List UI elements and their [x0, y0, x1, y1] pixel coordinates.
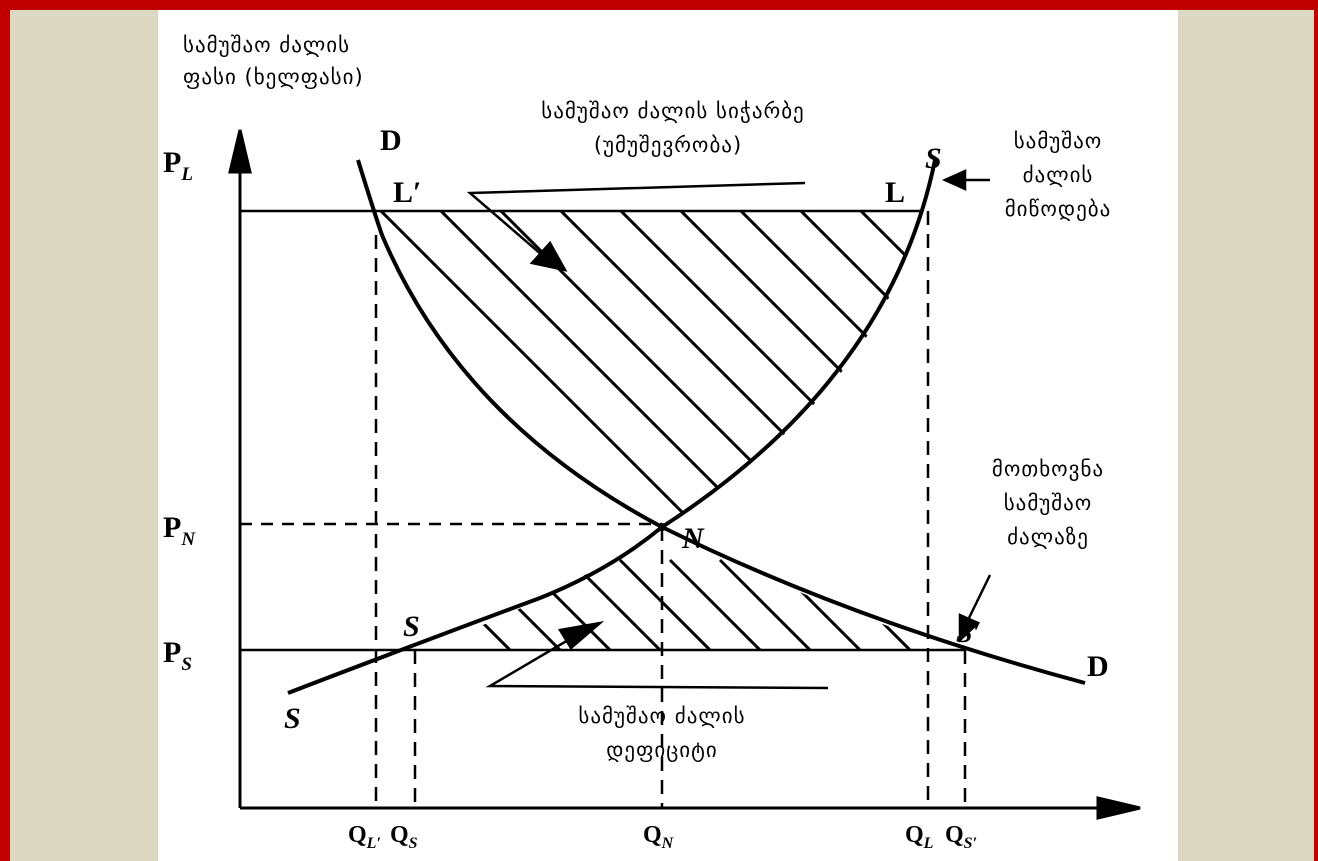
l-label: L	[885, 176, 905, 209]
deficit-hatch	[418, 558, 922, 650]
l-prime-label: L′	[393, 176, 421, 209]
d-top-label: D	[380, 124, 402, 157]
supply-label-line2: ძალის	[1023, 163, 1094, 187]
pointer-arrows	[466, 169, 992, 690]
deficit-label-line2: დეფიციტი	[606, 738, 718, 762]
y-axis-title-line1: სამუშაო ძალის	[183, 33, 350, 57]
pn-label: PN	[163, 511, 196, 550]
supply-curve	[287, 159, 937, 695]
demand-label-line3: ძალაზე	[1007, 525, 1089, 549]
s-bottom-label: S	[284, 702, 301, 735]
n-label: N	[681, 522, 705, 555]
diagram-panel	[158, 10, 1178, 861]
s-low-label: S	[403, 610, 420, 643]
demand-label-line1: მოთხოვნა	[992, 457, 1104, 481]
price-lines	[240, 209, 965, 652]
d-bottom-label: D	[1087, 650, 1109, 683]
supply-label-line1: სამუშაო	[1014, 129, 1103, 153]
demand-pointer	[966, 574, 992, 621]
demand-curve	[356, 159, 1086, 685]
y-axis-arrow	[228, 129, 252, 174]
supply-label-line3: მიწოდება	[1005, 197, 1112, 221]
ps-label: PS	[163, 636, 192, 675]
y-axis-title-line2: ფასი (ხელფასი)	[183, 65, 364, 89]
quantity-guides	[374, 211, 967, 808]
x-axis-arrow	[1096, 796, 1141, 820]
deficit-pointer	[485, 634, 829, 690]
pl-label: PL	[163, 146, 193, 185]
surplus-pointer	[466, 181, 806, 256]
s-prime-label: S′	[956, 616, 981, 649]
deficit-label-line1: სამუშაო ძალის	[578, 704, 745, 728]
qs-label: QS	[390, 822, 418, 852]
demand-label-line2: სამუშაო	[1004, 491, 1093, 515]
qn-label: QN	[643, 822, 675, 852]
surplus-label-line2: (უმუშევრობა)	[594, 133, 742, 157]
ql-prime-label: QL′	[348, 822, 381, 852]
surplus-label-line1: სამუშაო ძალის სიჭარბე	[541, 99, 804, 123]
axes	[228, 129, 1141, 820]
curves	[287, 159, 1086, 695]
ql-label: QL	[905, 822, 934, 852]
equilibrium-point	[658, 523, 666, 531]
s-top-label: S	[925, 142, 942, 175]
qs-prime-label: QS′	[945, 822, 977, 852]
surplus-hatch	[380, 211, 920, 527]
